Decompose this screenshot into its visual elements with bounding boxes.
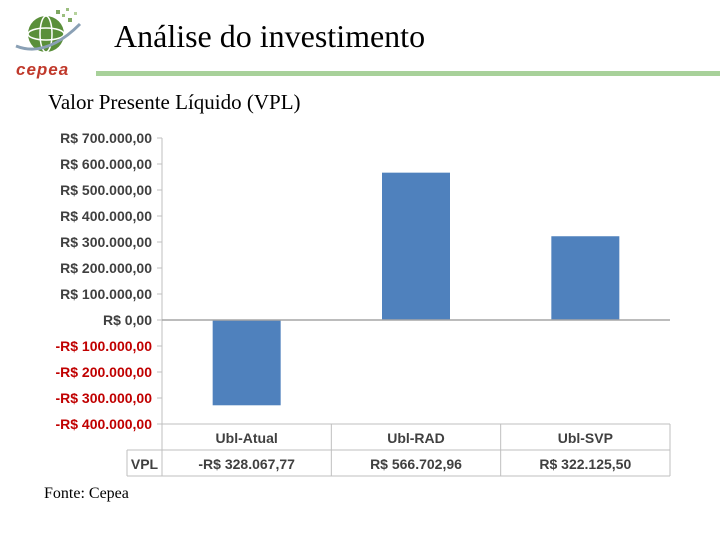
y-tick-label: R$ 200.000,00 (60, 260, 152, 276)
cepea-logo (8, 6, 98, 80)
data-value-label: R$ 322.125,50 (539, 456, 631, 472)
title-divider (96, 71, 720, 76)
category-label: Ubl-Atual (216, 430, 278, 446)
category-label: Ubl-RAD (387, 430, 445, 446)
bar (382, 172, 450, 320)
y-tick-label: -R$ 400.000,00 (55, 416, 152, 432)
vpl-bar-chart: R$ 700.000,00 R$ 600.000,00 R$ 500.000,00 R… (55, 130, 671, 477)
category-label: Ubl-SVP (558, 430, 613, 446)
data-value-label: -R$ 328.067,77 (198, 456, 295, 472)
y-tick-label: R$ 500.000,00 (60, 182, 152, 198)
y-tick-label: R$ 100.000,00 (60, 286, 152, 302)
y-tick-label: R$ 400.000,00 (60, 208, 152, 224)
y-tick-label: -R$ 300.000,00 (55, 390, 152, 406)
globe-icon (15, 8, 82, 53)
data-value-label: R$ 566.702,96 (370, 456, 462, 472)
y-tick-label: R$ 0,00 (103, 312, 152, 328)
y-tick-label: -R$ 100.000,00 (55, 338, 152, 354)
y-tick-label: R$ 300.000,00 (60, 234, 152, 250)
y-tick-label: R$ 600.000,00 (60, 156, 152, 172)
source-note: Fonte: Cepea (44, 485, 129, 502)
bar (212, 320, 281, 406)
page-title: Análise do investimento (114, 18, 426, 54)
series-name-label: VPL (131, 456, 159, 472)
y-tick-label: -R$ 200.000,00 (55, 364, 152, 380)
logo-text: cepea (16, 60, 70, 79)
y-tick-label: R$ 700.000,00 (60, 130, 152, 146)
bar (551, 236, 620, 320)
page-subtitle: Valor Presente Líquido (VPL) (48, 90, 301, 114)
